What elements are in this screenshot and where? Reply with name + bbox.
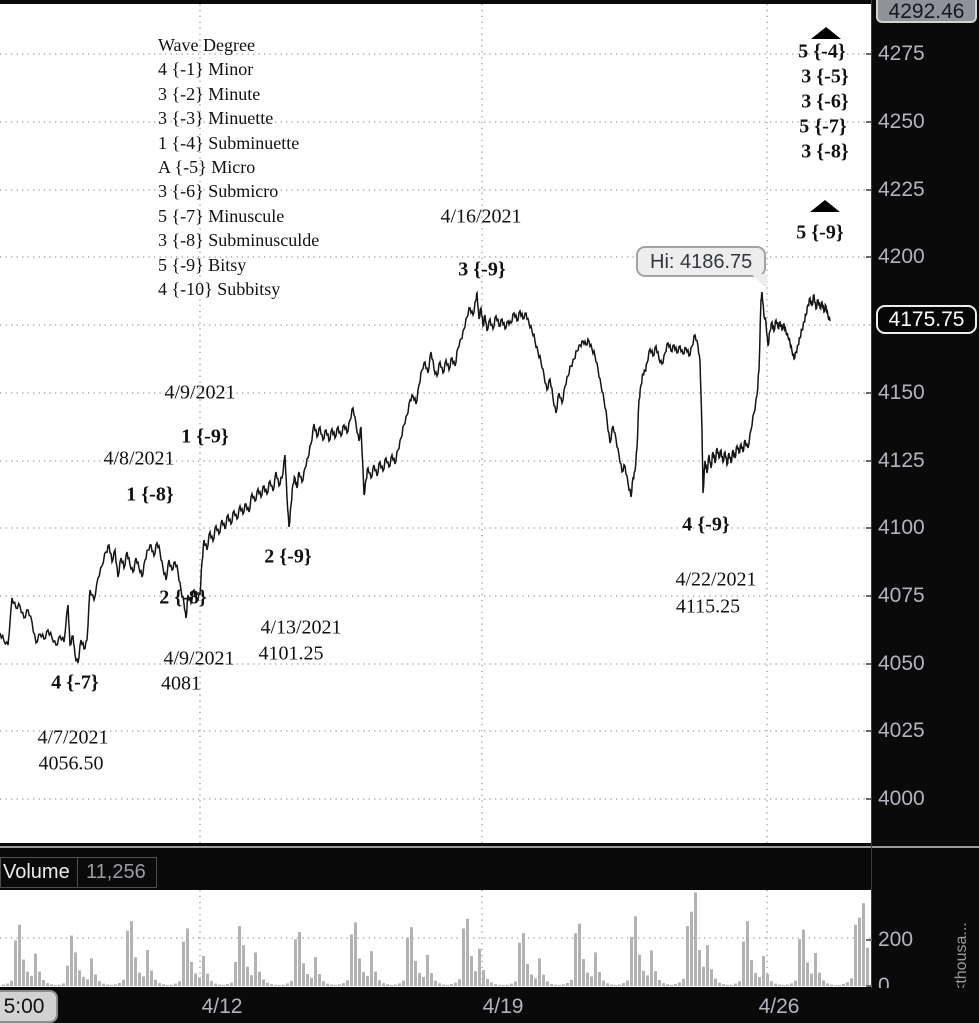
date-price-annotation[interactable]: 4/7/2021 bbox=[37, 726, 109, 749]
time-axis-label: 4/12 bbox=[201, 995, 243, 1018]
last-price-badge: 4175.75 bbox=[876, 305, 977, 334]
volume-axis-label: 200 bbox=[878, 928, 914, 951]
price-axis-label: 4100 bbox=[878, 516, 925, 539]
date-price-annotation[interactable]: 4/9/2021 bbox=[164, 381, 236, 404]
price-axis-tick bbox=[866, 527, 872, 529]
price-axis-label: 4050 bbox=[878, 652, 925, 675]
wave-label-annotation[interactable]: 1 {-8} bbox=[126, 483, 174, 506]
price-axis-label: 4200 bbox=[878, 245, 925, 268]
price-axis-label: 4025 bbox=[878, 719, 925, 742]
date-price-annotation[interactable]: 4081 bbox=[161, 672, 201, 695]
high-price-tooltip[interactable]: Hi: 4186.75 bbox=[636, 246, 768, 289]
date-price-annotation[interactable]: 4/22/2021 bbox=[675, 568, 757, 591]
date-price-annotation[interactable]: 4115.25 bbox=[675, 595, 741, 618]
volume-legend: Volume 11,256 bbox=[0, 857, 157, 888]
volume-axis-tick bbox=[866, 985, 872, 987]
wave-degree-item: A {-5} Micro bbox=[158, 157, 256, 178]
triangle-up-marker[interactable] bbox=[811, 27, 841, 39]
date-price-annotation[interactable]: 4/16/2021 bbox=[440, 205, 522, 228]
volume-chart-canvas[interactable] bbox=[0, 890, 871, 987]
wave-label-annotation[interactable]: 3 {-6} bbox=[801, 90, 849, 113]
price-axis-label: 4275 bbox=[878, 42, 925, 65]
high-price-tooltip-text: Hi: 4186.75 bbox=[650, 251, 753, 273]
wave-label-annotation[interactable]: 2 {-9} bbox=[264, 545, 312, 568]
time-axis-label: 4/26 bbox=[758, 995, 800, 1018]
axis-border-line bbox=[871, 0, 872, 988]
volume-legend-title[interactable]: Volume bbox=[0, 857, 77, 888]
wave-degree-item: 5 {-7} Minuscule bbox=[158, 205, 285, 226]
wave-label-annotation[interactable]: 5 {-9} bbox=[796, 221, 844, 244]
wave-degree-item: 3 {-3} Minuette bbox=[158, 108, 274, 129]
price-axis-label: 4150 bbox=[878, 381, 925, 404]
wave-degree-item: 3 {-8} Subminusculde bbox=[158, 230, 320, 251]
price-axis-tick bbox=[866, 730, 872, 732]
wave-label-annotation[interactable]: 4 {-7} bbox=[51, 671, 99, 694]
price-chart-canvas[interactable] bbox=[0, 0, 871, 843]
wave-label-annotation[interactable]: 1 {-9} bbox=[181, 425, 229, 448]
date-price-annotation[interactable]: 4101.25 bbox=[258, 642, 324, 665]
annotation-layer: 4/16/2021 4/9/2021 4/8/2021 4/13/2021 4101.2… bbox=[37, 27, 849, 775]
price-axis-tick bbox=[866, 798, 872, 800]
time-axis-label: 4/19 bbox=[482, 995, 524, 1018]
wave-label-annotation[interactable]: 4 {-9} bbox=[682, 513, 730, 536]
price-axis-tick bbox=[866, 256, 872, 258]
date-price-annotation[interactable]: 4056.50 bbox=[38, 752, 104, 775]
price-axis-tick bbox=[866, 53, 872, 55]
wave-degree-item: 4 {-10} Subbitsy bbox=[158, 279, 281, 300]
range-high-price-badge: 4292.46 bbox=[876, 0, 977, 23]
wave-label-annotation[interactable]: 5 {-7} bbox=[799, 115, 847, 138]
date-price-annotation[interactable]: 4/13/2021 bbox=[260, 616, 342, 639]
wave-label-annotation[interactable]: 5 {-4} bbox=[798, 40, 846, 63]
session-start-time-badge: 5:00 bbox=[0, 990, 58, 1023]
volume-axis-tick bbox=[866, 939, 872, 941]
volume-axis-label: 0 bbox=[878, 974, 890, 997]
wave-degree-legend[interactable]: Wave Degree 4 {-1} Minor 3 {-2} Minute 3 {… bbox=[158, 33, 319, 301]
price-axis-label: 4075 bbox=[878, 584, 925, 607]
wave-degree-item: 1 {-4} Subminuette bbox=[158, 132, 300, 153]
price-axis-tick bbox=[866, 392, 872, 394]
price-axis-tick bbox=[866, 189, 872, 191]
time-axis[interactable]: 5:00 4/12 4/19 4/26 bbox=[0, 988, 979, 1023]
date-price-annotation[interactable]: 4/9/2021 bbox=[163, 647, 235, 670]
wave-degree-item: 4 {-1} Minor bbox=[158, 59, 254, 80]
price-axis-label: 4225 bbox=[878, 178, 925, 201]
volume-unit-label: <thousa... bbox=[953, 922, 970, 993]
price-axis-tick bbox=[866, 663, 872, 665]
volume-legend-value: 11,256 bbox=[77, 857, 157, 888]
price-axis-label: 4000 bbox=[878, 787, 925, 810]
price-axis-tick bbox=[866, 595, 872, 597]
wave-degree-item: 3 {-2} Minute bbox=[158, 83, 261, 104]
price-axis-label: 4250 bbox=[878, 110, 925, 133]
date-price-annotation[interactable]: 4/8/2021 bbox=[103, 447, 175, 470]
wave-label-annotation[interactable]: 2 {-8} bbox=[159, 586, 207, 609]
triangle-up-marker[interactable] bbox=[810, 200, 840, 212]
price-axis-tick bbox=[866, 121, 872, 123]
wave-label-annotation[interactable]: 3 {-5} bbox=[801, 65, 849, 88]
wave-degree-title: Wave Degree bbox=[158, 35, 255, 55]
price-axis-label: 4125 bbox=[878, 449, 925, 472]
wave-degree-item: 5 {-9} Bitsy bbox=[158, 254, 247, 275]
wave-label-annotation[interactable]: 3 {-9} bbox=[458, 258, 506, 281]
pane-separator[interactable] bbox=[0, 846, 979, 848]
wave-degree-item: 3 {-6} Submicro bbox=[158, 181, 279, 202]
price-axis-tick bbox=[866, 460, 872, 462]
wave-label-annotation[interactable]: 3 {-8} bbox=[801, 140, 849, 163]
